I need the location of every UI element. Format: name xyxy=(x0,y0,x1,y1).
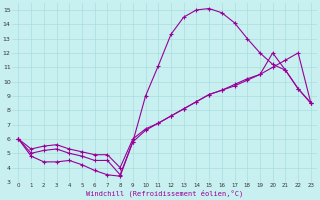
X-axis label: Windchill (Refroidissement éolien,°C): Windchill (Refroidissement éolien,°C) xyxy=(86,190,243,197)
